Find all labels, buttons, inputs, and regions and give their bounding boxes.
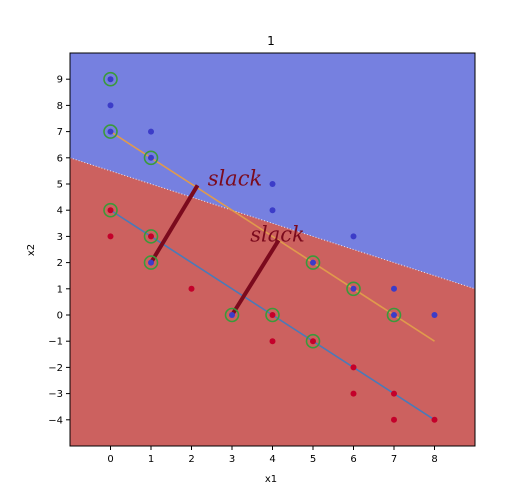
margin-line-upper <box>110 130 435 342</box>
slack-annotation-1: slack <box>208 166 263 190</box>
x-tick-label: 2 <box>188 454 194 465</box>
y-tick-label: 0 <box>57 311 63 322</box>
y-tick-label: 1 <box>57 284 63 295</box>
support-vector-ring <box>305 255 321 270</box>
data-point-negative <box>148 233 154 240</box>
data-point-positive <box>148 259 154 266</box>
x-tick-label: 3 <box>229 454 235 465</box>
data-point-negative <box>269 312 276 318</box>
data-point-positive <box>229 312 235 318</box>
support-vector-ring <box>103 202 118 218</box>
y-axis-label: x2 <box>26 244 37 256</box>
data-point-negative <box>350 364 357 371</box>
y-tick-label: −2 <box>48 363 63 374</box>
x-tick-label: 7 <box>391 454 397 465</box>
data-point-negative <box>350 390 357 397</box>
data-point-negative <box>107 207 114 214</box>
data-point-negative <box>391 390 397 397</box>
data-point-positive <box>107 76 114 83</box>
x-tick-label: 8 <box>431 454 437 465</box>
data-point-negative <box>107 233 114 240</box>
x-tick-label: 1 <box>148 454 154 465</box>
x-tick-label: 5 <box>310 454 316 465</box>
data-point-positive <box>310 259 316 266</box>
y-tick-label: 6 <box>57 153 63 164</box>
support-vector-ring <box>143 255 159 270</box>
y-tick-label: 8 <box>57 101 63 112</box>
y-tick-label: 3 <box>57 232 63 243</box>
support-vector-ring <box>346 281 361 297</box>
data-point-positive <box>350 233 357 240</box>
decision-boundary <box>70 157 475 290</box>
y-tick-label: −3 <box>48 389 63 400</box>
data-point-positive <box>269 181 276 187</box>
support-vector-ring <box>103 124 118 139</box>
data-point-positive <box>350 285 357 292</box>
data-point-negative <box>269 338 276 345</box>
support-vector-ring <box>224 307 240 323</box>
data-point-positive <box>391 285 397 292</box>
y-tick-label: 5 <box>57 180 63 191</box>
support-vector-ring <box>143 229 159 244</box>
data-point-negative <box>188 285 195 292</box>
y-tick-label: 4 <box>57 206 63 217</box>
data-point-positive <box>431 312 438 318</box>
data-point-positive <box>148 154 154 161</box>
x-tick-label: 0 <box>107 454 113 465</box>
slack-segment-2 <box>230 239 281 317</box>
support-vector-ring <box>305 333 321 349</box>
y-tick-label: 7 <box>57 127 63 138</box>
y-tick-label: 9 <box>57 75 63 86</box>
data-point-positive <box>391 312 397 318</box>
support-vector-ring <box>143 150 159 166</box>
slack-segment-1 <box>149 184 200 264</box>
y-tick-label: 2 <box>57 258 63 269</box>
support-vector-ring <box>265 307 280 323</box>
data-point-positive <box>107 128 114 135</box>
data-point-negative <box>310 338 316 345</box>
data-point-positive <box>148 128 154 135</box>
y-tick-label: −1 <box>48 337 63 348</box>
x-tick-label: 6 <box>350 454 356 465</box>
chart-title: 1 <box>267 34 275 48</box>
x-tick-label: 4 <box>269 454 275 465</box>
support-vector-ring <box>103 71 118 87</box>
plot-area: slack slack 0 1 2 3 4 5 6 7 8 9 8 7 6 5 4 3 2 1 0 −1 −2 −3 −4 <box>48 52 476 465</box>
y-tick-label: −4 <box>48 415 63 426</box>
support-vector-ring <box>386 307 402 323</box>
data-point-positive <box>269 207 276 214</box>
slack-annotation-2: slack <box>250 223 305 247</box>
x-axis-label: x1 <box>265 474 277 485</box>
data-point-negative <box>391 416 397 423</box>
data-point-positive <box>107 102 114 109</box>
data-point-negative <box>431 416 438 423</box>
